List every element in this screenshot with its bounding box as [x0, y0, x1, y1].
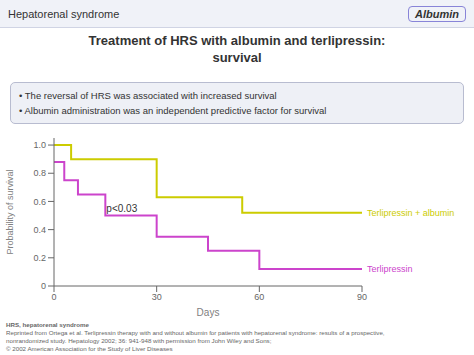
svg-text:90: 90: [357, 292, 367, 302]
svg-text:0.2: 0.2: [33, 253, 46, 263]
html-text:Treatment of HRS with albumin: Treatment of HRS with albumin and terlip…: [88, 33, 386, 48]
svg-text:1.0: 1.0: [33, 140, 46, 150]
svg-text:0: 0: [51, 292, 56, 302]
html-text:HRS, hepatorenal syndrome: HRS, hepatorenal syndrome: [6, 321, 89, 328]
svg-text:30: 30: [152, 292, 162, 302]
html-text:Hepatorenal syndrome: Hepatorenal syndrome: [8, 7, 120, 20]
html-text:p<0.03: p<0.03: [106, 203, 138, 214]
svg-text:Probability of survival: Probability of survival: [8, 169, 15, 254]
svg-text:Terlipressin + albumin: Terlipressin + albumin: [367, 208, 454, 218]
html-text:survival: survival: [212, 50, 262, 65]
svg-text:0.8: 0.8: [33, 168, 46, 178]
html-text:• Albumin administration was a: • Albumin administration was an independ…: [19, 105, 327, 116]
svg-text:Days: Days: [197, 307, 220, 318]
svg-text:Terlipressin: Terlipressin: [367, 264, 413, 274]
svg-text:0.6: 0.6: [33, 197, 46, 207]
svg-text:60: 60: [254, 292, 264, 302]
svg-text:0.4: 0.4: [33, 225, 46, 235]
html-text:Reprinted from Ortega et al. T: Reprinted from Ortega et al. Terlipressi…: [6, 329, 385, 336]
html-text:© 2002 American Association fo: © 2002 American Association for the Stud…: [6, 345, 173, 352]
svg-text:0: 0: [41, 281, 46, 291]
html-text:• The reversal of HRS was asso: • The reversal of HRS was associated wit…: [19, 90, 277, 101]
html-text:nonrandomized study. Hepatolog: nonrandomized study. Hepatology 2002; 36…: [6, 337, 272, 344]
html-text:Albumin: Albumin: [415, 7, 459, 20]
